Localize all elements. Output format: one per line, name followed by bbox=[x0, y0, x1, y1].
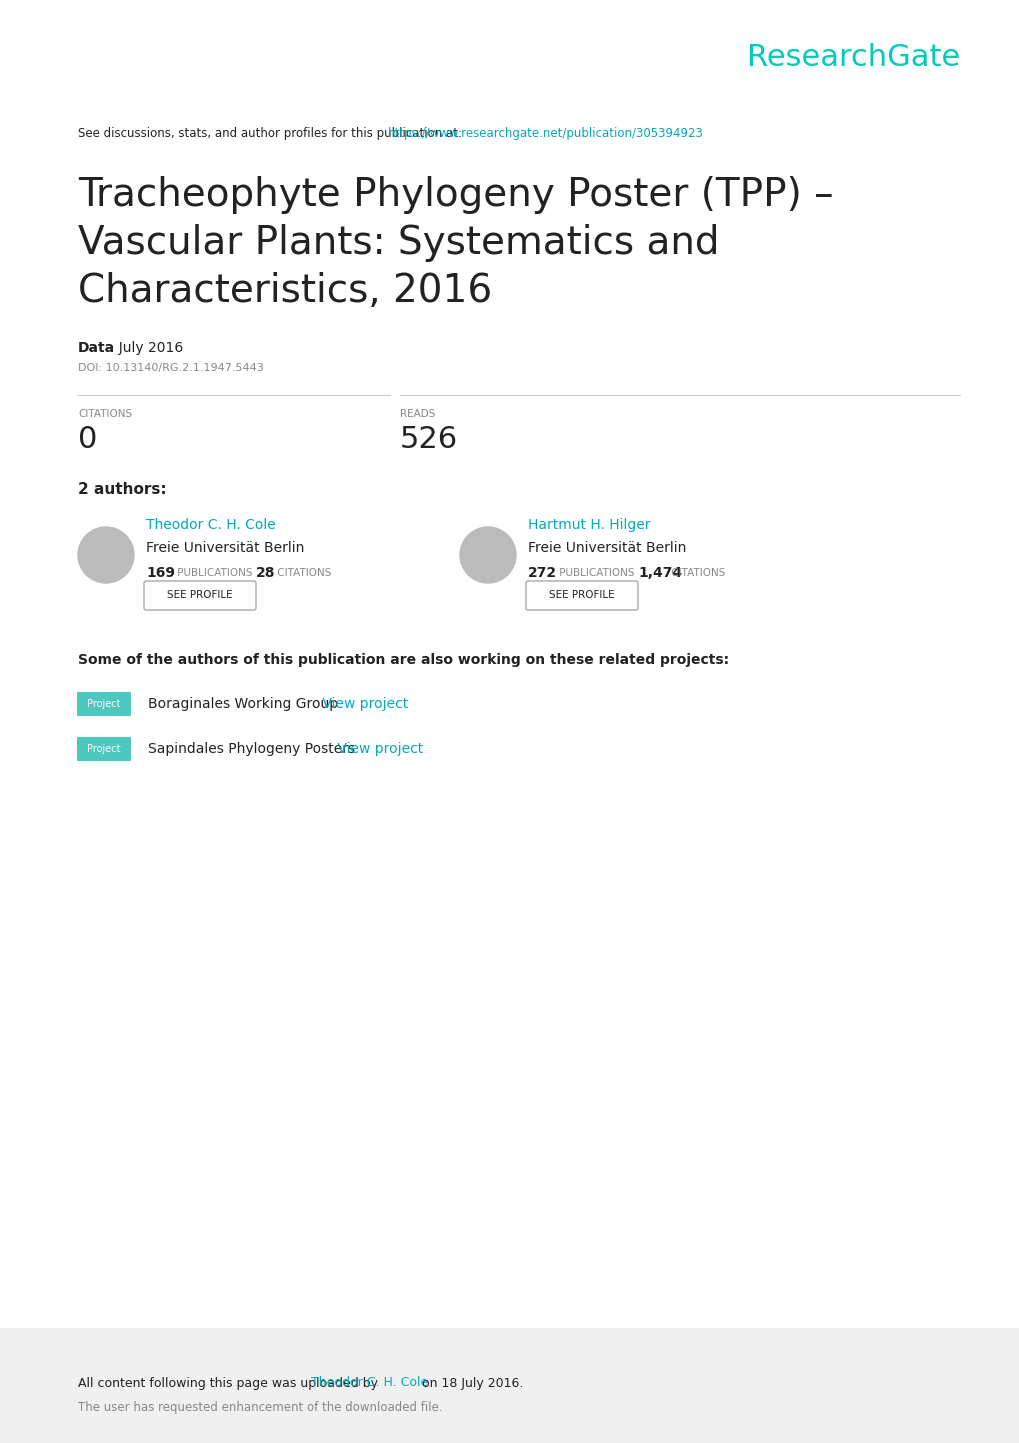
Text: Vascular Plants: Systematics and: Vascular Plants: Systematics and bbox=[77, 224, 718, 263]
Text: All content following this page was uploaded by: All content following this page was uplo… bbox=[77, 1377, 382, 1390]
Text: Data: Data bbox=[77, 341, 115, 355]
Text: Freie Universität Berlin: Freie Universität Berlin bbox=[146, 541, 304, 556]
Text: Characteristics, 2016: Characteristics, 2016 bbox=[77, 271, 492, 310]
Text: CITATIONS: CITATIONS bbox=[77, 408, 132, 418]
Text: https://www.researchgate.net/publication/305394923: https://www.researchgate.net/publication… bbox=[387, 127, 703, 140]
Text: Hartmut H. Hilger: Hartmut H. Hilger bbox=[528, 518, 650, 532]
Text: PUBLICATIONS: PUBLICATIONS bbox=[555, 569, 634, 579]
Text: 0: 0 bbox=[77, 426, 97, 455]
Text: Boraginales Working Group: Boraginales Working Group bbox=[148, 697, 337, 711]
Text: PUBLICATIONS: PUBLICATIONS bbox=[174, 569, 253, 579]
Text: Tracheophyte Phylogeny Poster (TPP) –: Tracheophyte Phylogeny Poster (TPP) – bbox=[77, 176, 833, 214]
Text: Theodor C. H. Cole: Theodor C. H. Cole bbox=[311, 1377, 428, 1390]
Text: Freie Universität Berlin: Freie Universität Berlin bbox=[528, 541, 686, 556]
FancyBboxPatch shape bbox=[76, 693, 130, 716]
Text: CITATIONS: CITATIONS bbox=[667, 569, 725, 579]
Text: 28: 28 bbox=[256, 566, 275, 580]
Text: SEE PROFILE: SEE PROFILE bbox=[167, 590, 232, 600]
Text: Project: Project bbox=[88, 745, 120, 755]
Text: on 18 July 2016.: on 18 July 2016. bbox=[418, 1377, 523, 1390]
Text: CITATIONS: CITATIONS bbox=[274, 569, 331, 579]
Text: Sapindales Phylogeny Posters: Sapindales Phylogeny Posters bbox=[148, 742, 355, 756]
FancyBboxPatch shape bbox=[526, 582, 637, 610]
FancyBboxPatch shape bbox=[76, 737, 130, 760]
Text: SEE PROFILE: SEE PROFILE bbox=[548, 590, 614, 600]
Text: 2 authors:: 2 authors: bbox=[77, 482, 166, 498]
Circle shape bbox=[460, 527, 516, 583]
Text: Theodor C. H. Cole: Theodor C. H. Cole bbox=[146, 518, 275, 532]
Text: READS: READS bbox=[399, 408, 435, 418]
Text: ResearchGate: ResearchGate bbox=[746, 43, 959, 72]
Text: View project: View project bbox=[332, 742, 423, 756]
Text: Project: Project bbox=[88, 698, 120, 709]
Text: 169: 169 bbox=[146, 566, 175, 580]
Text: 526: 526 bbox=[399, 426, 458, 455]
Circle shape bbox=[77, 527, 133, 583]
Text: · July 2016: · July 2016 bbox=[110, 341, 183, 355]
Bar bbox=[0, 1328, 1019, 1443]
Text: 272: 272 bbox=[528, 566, 556, 580]
FancyBboxPatch shape bbox=[144, 582, 256, 610]
Text: 1,474: 1,474 bbox=[637, 566, 682, 580]
Text: View project: View project bbox=[318, 697, 408, 711]
Text: The user has requested enhancement of the downloaded file.: The user has requested enhancement of th… bbox=[77, 1401, 442, 1414]
Text: DOI: 10.13140/RG.2.1.1947.5443: DOI: 10.13140/RG.2.1.1947.5443 bbox=[77, 364, 264, 372]
Text: See discussions, stats, and author profiles for this publication at:: See discussions, stats, and author profi… bbox=[77, 127, 466, 140]
Text: Some of the authors of this publication are also working on these related projec: Some of the authors of this publication … bbox=[77, 654, 729, 667]
